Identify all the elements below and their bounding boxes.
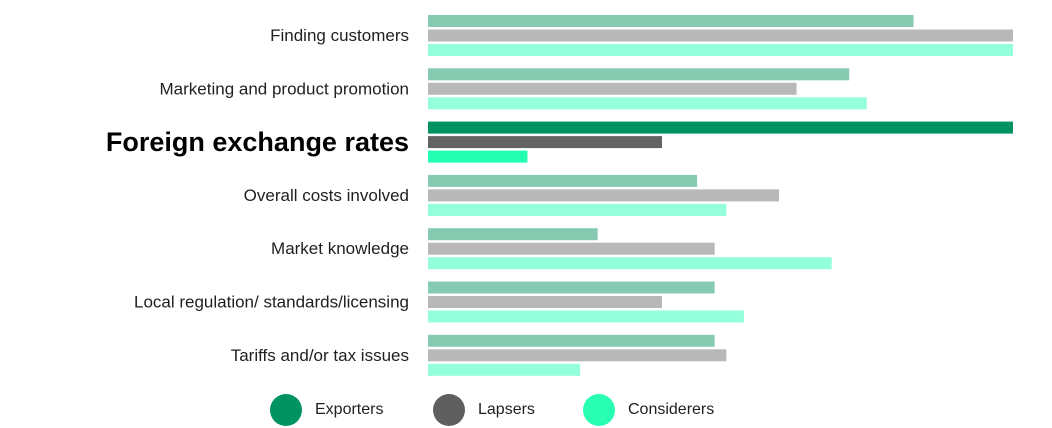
bar-lapsers-marketing-and-product-promotion <box>428 82 797 95</box>
category-label-overall-costs-involved: Overall costs involved <box>244 186 409 205</box>
category-label-market-knowledge: Market knowledge <box>271 239 409 258</box>
bar-exporters-overall-costs-involved <box>428 174 698 187</box>
legend-label-lapsers: Lapsers <box>478 401 535 418</box>
bar-considerers-tariffs-and-or-tax-issues <box>428 363 581 376</box>
category-label-tariffs-and-or-tax-issues: Tariffs and/or tax issues <box>231 346 409 365</box>
bar-considerers-foreign-exchange-rates <box>428 150 528 163</box>
category-label-marketing-and-product-promotion: Marketing and product promotion <box>160 79 409 98</box>
category-labels: Finding customers Marketing and product p… <box>106 26 409 365</box>
category-label-local-regulation-standards-licensing: Local regulation/ standards/licensing <box>134 293 409 312</box>
bar-exporters-tariffs-and-or-tax-issues <box>428 334 715 347</box>
bar-lapsers-local-regulation-standards-licensing <box>428 296 662 308</box>
category-label-foreign-exchange-rates: Foreign exchange rates <box>106 127 409 157</box>
bar-considerers-finding-customers <box>428 44 1013 56</box>
legend-item-lapsers: Lapsers <box>433 392 535 428</box>
legend-label-considerers: Considerers <box>628 401 715 418</box>
bar-exporters-foreign-exchange-rates <box>428 121 1013 134</box>
bar-lapsers-tariffs-and-or-tax-issues <box>428 349 727 362</box>
bar-exporters-local-regulation-standards-licensing <box>428 281 715 294</box>
bar-considerers-marketing-and-product-promotion <box>428 97 867 110</box>
bar-lapsers-market-knowledge <box>428 242 715 255</box>
bar-exporters-marketing-and-product-promotion <box>428 68 850 81</box>
category-label-finding-customers: Finding customers <box>270 26 409 45</box>
bar-considerers-overall-costs-involved <box>428 203 727 216</box>
bar-lapsers-foreign-exchange-rates <box>428 136 662 149</box>
legend-item-exporters: Exporters <box>270 392 383 428</box>
bar-lapsers-finding-customers <box>428 29 1013 42</box>
legend-swatch-lapsers <box>433 394 465 426</box>
legend-swatch-exporters <box>270 394 302 426</box>
bar-exporters-market-knowledge <box>428 228 598 241</box>
legend-item-considerers: Considerers <box>583 392 714 428</box>
bar-chart: Finding customers Marketing and product p… <box>106 15 1013 376</box>
bars <box>428 15 1013 376</box>
bar-considerers-local-regulation-standards-licensing <box>428 310 744 323</box>
bar-lapsers-overall-costs-involved <box>428 189 779 202</box>
bar-exporters-finding-customers <box>428 15 914 27</box>
legend-label-exporters: Exporters <box>315 401 384 418</box>
bar-considerers-market-knowledge <box>428 257 832 270</box>
legend: Exporters Lapsers Considerers <box>0 392 1052 428</box>
legend-swatch-considerers <box>583 394 615 426</box>
